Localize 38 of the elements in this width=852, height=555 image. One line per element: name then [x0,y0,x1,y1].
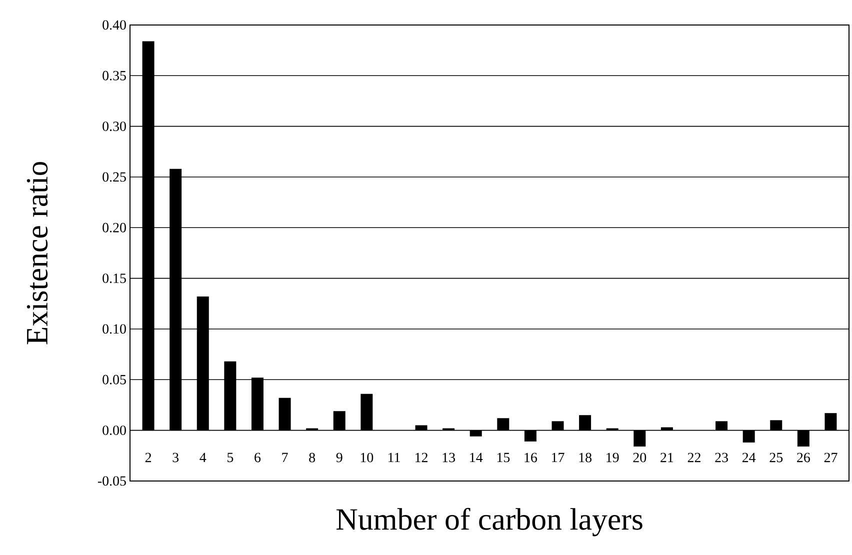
x-tick-label: 6 [254,452,261,462]
x-tick-label: 10 [360,452,374,462]
x-tick-label: 3 [172,452,179,462]
y-tick-label: 0.30 [102,122,126,132]
y-tick-label: 0.15 [102,274,126,284]
x-tick-label: 7 [282,452,288,462]
x-axis-title: Number of carbon layers [336,508,642,536]
x-tick-label: 27 [824,452,838,462]
x-tick-label: 21 [660,452,674,462]
x-tick-label: 16 [524,452,538,462]
x-tick-label: 25 [770,452,783,462]
y-tick-label: 0.05 [102,374,126,384]
y-tick-label: 0.10 [102,324,126,334]
x-tick-label: 15 [497,452,510,462]
x-tick-label: 14 [470,452,483,462]
x-tick-label: 11 [388,452,400,462]
x-tick-label: 13 [442,452,455,462]
x-tick-label: 17 [552,452,564,462]
x-tick-label: 19 [606,452,619,462]
x-tick-label: 12 [416,452,428,462]
x-tick-label: 23 [715,452,728,462]
y-tick-label: 0.25 [102,172,126,182]
y-tick-label: 0.20 [102,222,126,232]
x-tick-label: 9 [336,452,342,462]
x-tick-label: 20 [633,452,646,462]
x-tick-label: 8 [309,452,316,462]
y-tick-label: 0.35 [102,70,126,80]
y-tick-label: -0.05 [98,476,126,486]
x-tick-label: 5 [228,452,234,462]
y-tick-label: 0.40 [102,20,126,30]
x-tick-label: 26 [797,452,810,462]
y-axis-title: Existence ratio [26,162,48,344]
y-tick-label: 0.00 [102,426,126,436]
x-tick-label: 22 [688,452,700,462]
x-tick-label: 18 [579,452,592,462]
x-tick-label: 4 [200,452,206,462]
x-tick-label: 2 [145,452,152,462]
x-tick-label: 24 [742,452,756,462]
